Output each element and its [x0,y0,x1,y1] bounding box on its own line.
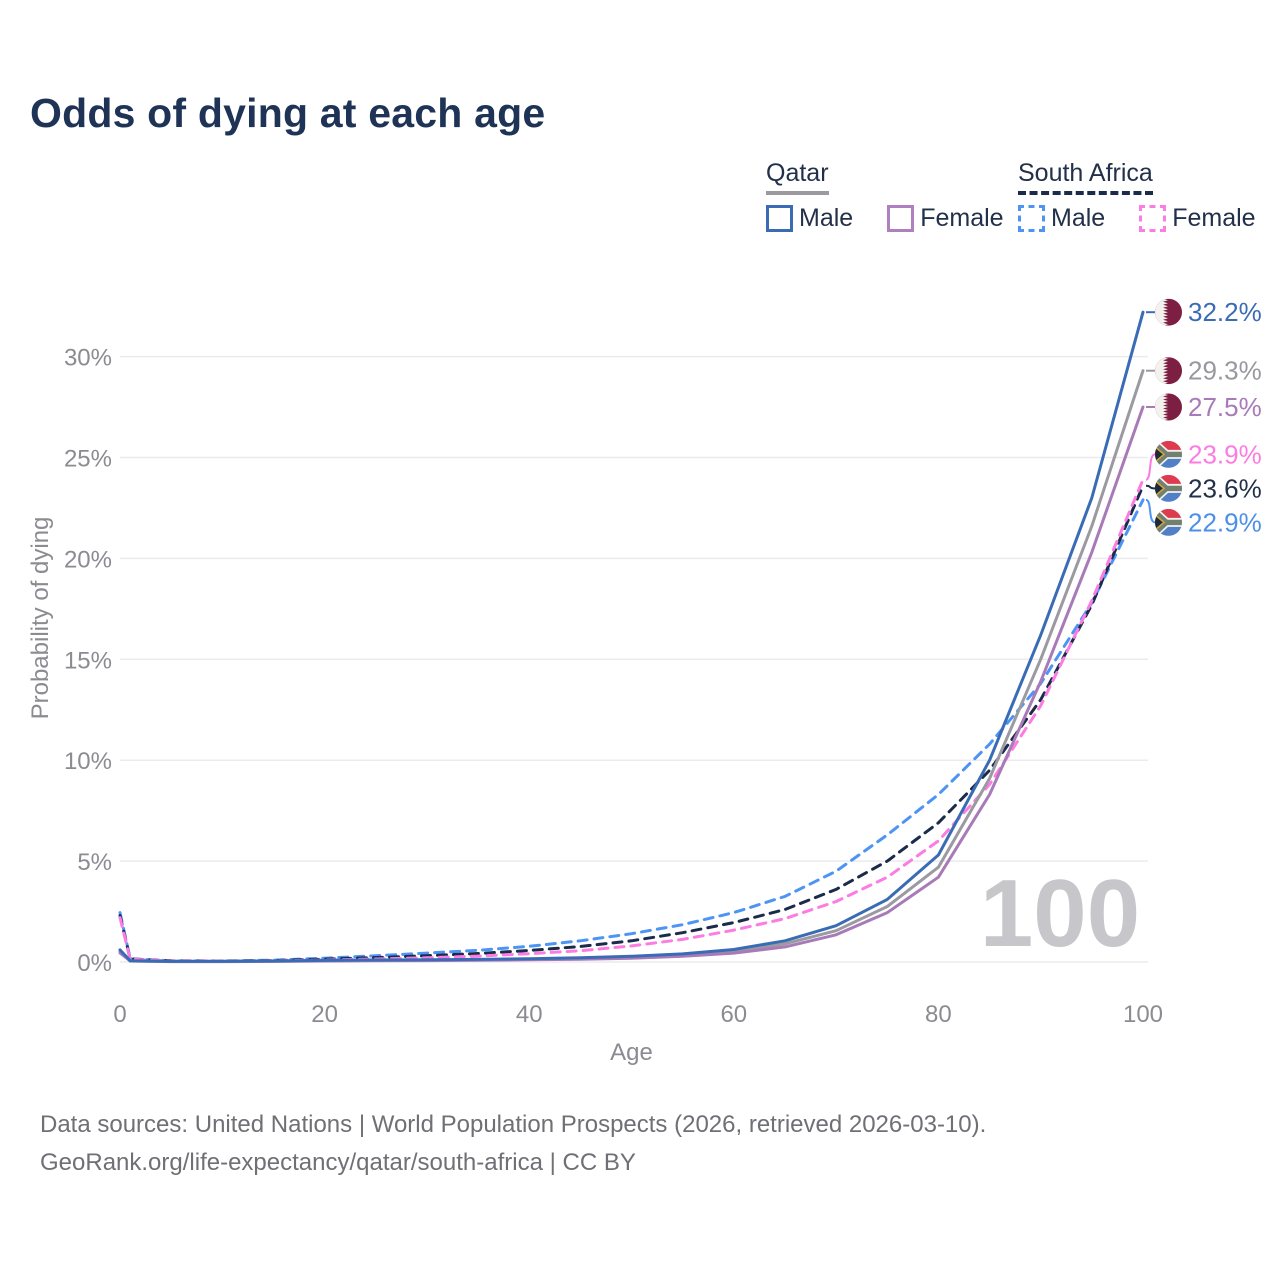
qatar-flag-icon [1155,357,1182,384]
series-lines [118,310,1145,964]
qatar-flag-icon [1155,299,1182,326]
qatar-male-swatch-icon [766,204,793,232]
south-africa-flag-icon [1154,475,1183,502]
end-label-connector [1145,484,1156,490]
y-tick-label: 15% [64,647,112,674]
footer-data-sources: Data sources: United Nations | World Pop… [40,1111,987,1138]
legend-item-qatar-male[interactable]: Male [766,204,853,233]
x-tick-label: 100 [1123,1001,1163,1028]
legend-row: Male Female [1018,204,1256,233]
end-labels: 32.2% 29.3% 27.5% 23.9% 23.6% 22.9% [1145,297,1262,537]
end-label-connector [1145,498,1156,524]
x-tick-label: 60 [720,1001,747,1028]
qatar-flag-icon [1155,394,1182,421]
x-axis-title: Age [610,1039,653,1066]
footer: Data sources: United Nations | World Pop… [40,1106,986,1183]
legend-label: Female [1172,203,1256,232]
south-africa-male-swatch-icon [1018,204,1045,232]
x-tick-label: 40 [516,1001,543,1028]
x-tick-label: 0 [113,1001,126,1028]
y-axis-title: Probability of dying [27,517,54,720]
legend-item-south-africa-male[interactable]: Male [1018,204,1105,233]
qatar-female-swatch-icon [887,204,915,232]
legend-row: Male Female [766,204,1004,233]
legend-label: Male [1051,203,1106,232]
legend-header-qatar[interactable]: Qatar [766,159,829,195]
south-africa-flag-icon [1154,441,1183,468]
footer-attribution: GeoRank.org/life-expectancy/qatar/south-… [40,1149,636,1177]
y-tick-label: 25% [64,446,112,473]
legend-label: Female [920,203,1004,232]
end-value-label-qatar-female: 27.5% [1188,392,1262,422]
legend-group-south-africa: South Africa Male Female [1018,159,1256,233]
end-value-label-south-africa-female: 23.9% [1188,439,1262,469]
legend-header-south-africa[interactable]: South Africa [1018,159,1153,195]
y-tick-label: 5% [77,849,112,876]
y-tick-label: 0% [77,950,112,977]
south-africa-flag-icon [1154,509,1183,536]
axes: 0% 5% 10% 15% 20% 25% 30% 0 20 40 60 80 100 Probabili… [27,345,1163,1066]
age-counter-watermark: 100 [980,860,1140,967]
y-tick-label: 20% [64,546,112,573]
end-label-connector [1145,453,1156,481]
y-tick-label: 30% [64,345,112,372]
x-tick-label: 20 [311,1001,338,1028]
age-watermark: 100 [980,860,1140,967]
legend-item-south-africa-female[interactable]: Female [1139,203,1256,233]
end-value-label-south-africa: 23.6% [1188,473,1262,503]
page-title: Odds of dying at each age [30,90,546,136]
y-tick-label: 10% [64,748,112,775]
legend-label: Male [799,203,854,232]
end-value-label-south-africa-male: 22.9% [1188,507,1262,537]
x-tick-label: 80 [925,1001,952,1028]
legend-group-qatar: Qatar Male Female [766,159,1004,233]
end-value-label-qatar-male: 32.2% [1188,297,1262,327]
series-line-qatar-male[interactable] [118,310,1145,963]
end-value-label-qatar: 29.3% [1188,356,1262,386]
south-africa-female-swatch-icon [1139,204,1167,232]
legend-item-qatar-female[interactable]: Female [887,203,1004,233]
